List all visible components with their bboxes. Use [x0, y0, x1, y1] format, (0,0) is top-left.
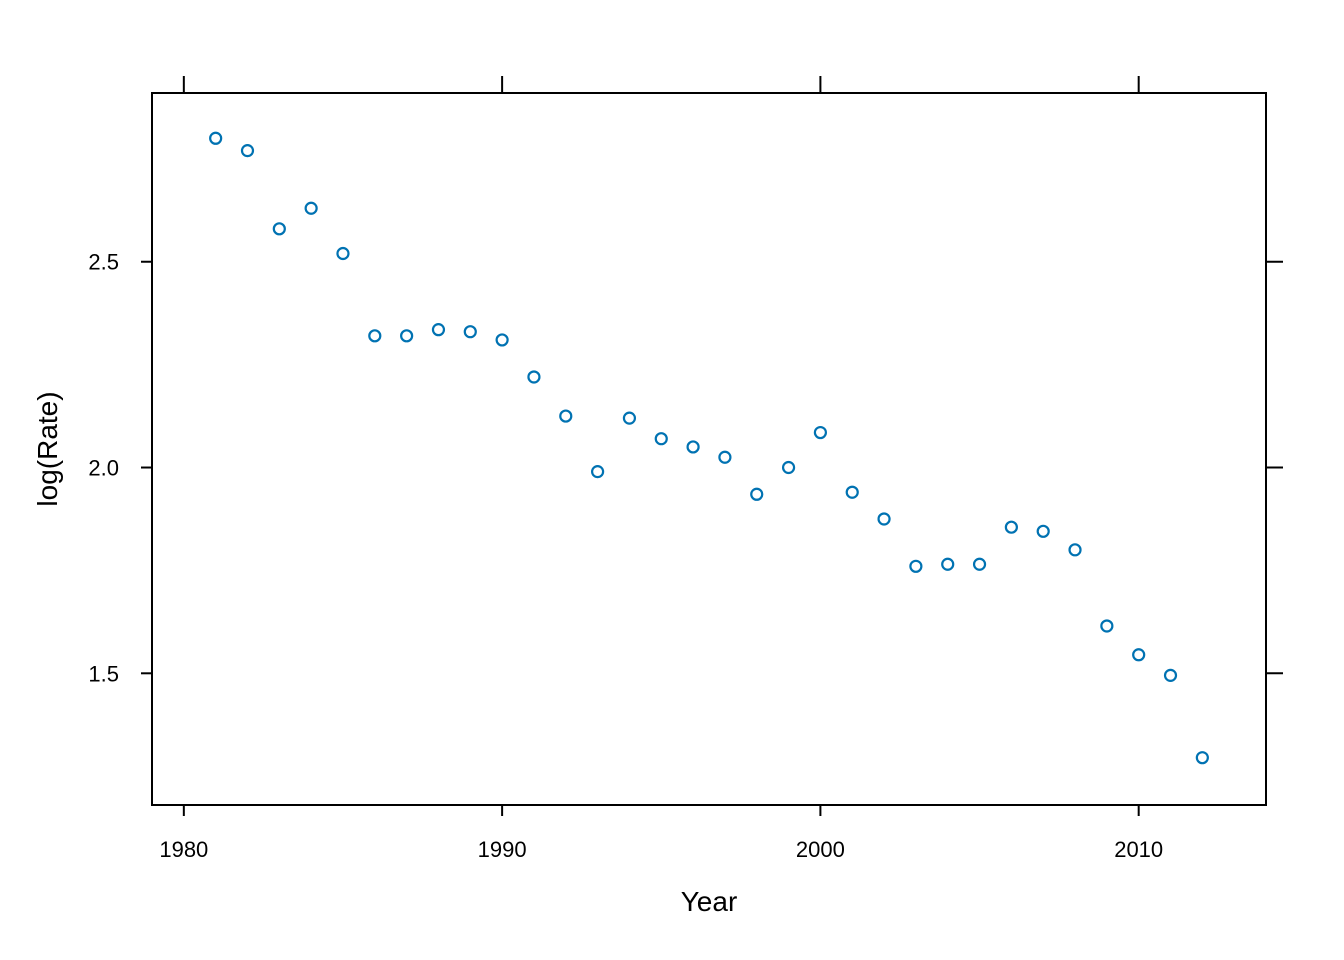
- y-axis: 1.5 2.0 2.5: [88, 250, 1283, 686]
- data-point: [972, 557, 987, 571]
- data-point: [1132, 648, 1146, 662]
- data-point: [845, 485, 859, 499]
- data-point: [622, 411, 637, 425]
- data-point: [209, 131, 223, 145]
- data-point: [1195, 751, 1209, 765]
- data-point: [495, 333, 509, 347]
- data-point: [1036, 524, 1050, 538]
- x-tick-label: 2010: [1114, 837, 1163, 862]
- data-point: [368, 329, 382, 343]
- data-point: [400, 329, 414, 343]
- data-point: [1163, 668, 1178, 682]
- data-point: [590, 465, 605, 479]
- y-tick-label: 2.5: [88, 250, 119, 275]
- plot-frame: [151, 92, 1267, 806]
- x-tick-label: 1990: [478, 837, 527, 862]
- data-point: [463, 325, 477, 339]
- data-point: [686, 440, 700, 454]
- data-point: [750, 487, 764, 501]
- data-point: [813, 425, 828, 440]
- x-axis: 1980 1990 2000 2010: [159, 76, 1163, 862]
- data-point: [718, 450, 732, 464]
- data-point: [336, 246, 350, 261]
- data-point: [1068, 543, 1082, 557]
- data-point: [1100, 619, 1114, 633]
- x-tick-label: 2000: [796, 837, 845, 862]
- data-point: [654, 432, 668, 446]
- data-point: [240, 144, 255, 158]
- data-point: [909, 559, 923, 573]
- data-point: [272, 222, 286, 236]
- data-point: [877, 512, 891, 526]
- data-point: [304, 201, 318, 215]
- data-point: [781, 460, 796, 475]
- y-tick-label: 2.0: [88, 456, 119, 481]
- x-axis-title: Year: [681, 886, 738, 917]
- data-point: [941, 557, 955, 571]
- y-tick-label: 1.5: [88, 661, 119, 686]
- data-point: [431, 323, 446, 337]
- data-points: [209, 131, 1209, 765]
- data-point: [559, 409, 573, 423]
- x-tick-label: 1980: [159, 837, 208, 862]
- y-axis-title: log(Rate): [32, 391, 63, 506]
- data-point: [527, 370, 541, 384]
- data-point: [1004, 520, 1018, 534]
